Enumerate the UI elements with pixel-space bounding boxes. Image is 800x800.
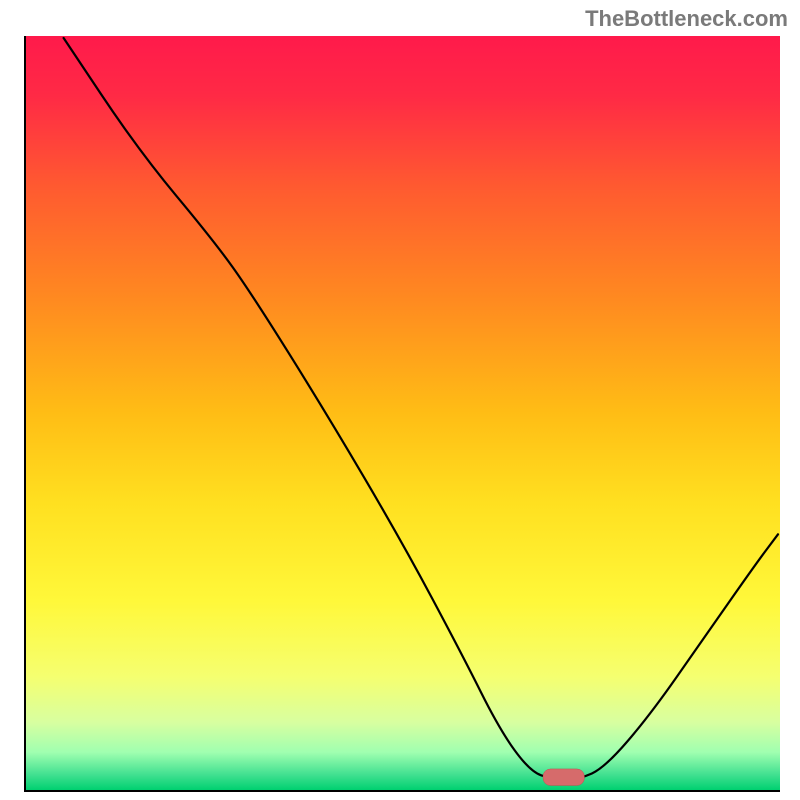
chart-svg <box>24 36 780 792</box>
bottleneck-chart <box>24 36 780 792</box>
watermark-text: TheBottleneck.com <box>585 6 788 32</box>
